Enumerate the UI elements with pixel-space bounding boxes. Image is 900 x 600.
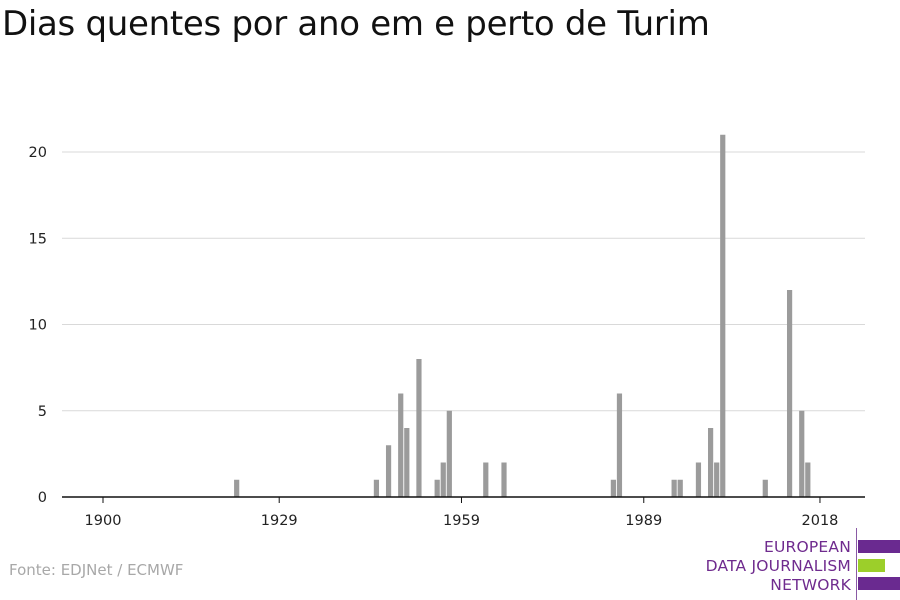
bar-1956 — [440, 462, 446, 497]
logo-line-data-journalism: DATA JOURNALISM — [705, 557, 851, 575]
bar-2009 — [762, 479, 768, 497]
x-tick-label-1959: 1959 — [443, 513, 480, 529]
bar-1949 — [398, 393, 404, 497]
logo-divider — [856, 528, 857, 600]
bar-1922 — [234, 479, 240, 497]
bar-1963 — [483, 462, 489, 497]
bar-1955 — [434, 479, 440, 497]
logo-purple-bar-bottom — [858, 577, 900, 590]
axes: 0 5 10 15 20 1900 1929 1959 1989 2018 — [29, 145, 865, 529]
logo-line-network: NETWORK — [770, 576, 851, 594]
x-tick-label-2018: 2018 — [802, 513, 839, 529]
x-tick-label-1900: 1900 — [85, 513, 122, 529]
bar-1985 — [616, 393, 623, 497]
bar-1950 — [404, 428, 410, 497]
logo-purple-bar-top — [858, 540, 900, 553]
source-label: Fonte: EDJNet / ECMWF — [9, 561, 184, 579]
logo-green-bar — [858, 559, 885, 572]
bar-1984 — [610, 479, 616, 497]
bars — [234, 134, 811, 497]
x-tick-label-1989: 1989 — [625, 513, 662, 529]
bar-1957 — [446, 410, 452, 497]
y-tick-label-10: 10 — [29, 318, 47, 334]
bar-1947 — [385, 445, 392, 497]
bar-2002 — [720, 134, 726, 497]
y-tick-label-5: 5 — [38, 404, 47, 420]
bar-2015 — [799, 410, 805, 497]
bar-1952 — [416, 359, 422, 497]
bar-1994 — [671, 479, 677, 497]
gridlines — [62, 151, 865, 412]
bar-1966 — [501, 462, 507, 497]
bar-2000 — [708, 428, 714, 497]
bar-2013 — [786, 290, 793, 497]
chart-title: Dias quentes por ano em e perto de Turim — [2, 4, 710, 44]
bar-1998 — [695, 462, 702, 497]
bar-1945 — [373, 479, 380, 497]
logo-line-european: EUROPEAN — [763, 538, 851, 556]
y-tick-label-0: 0 — [38, 490, 47, 506]
y-tick-label-15: 15 — [29, 231, 47, 247]
x-tick-label-1929: 1929 — [261, 513, 298, 529]
bar-1995 — [677, 479, 683, 497]
edjnet-logo[interactable]: EUROPEAN DATA JOURNALISM NETWORK — [700, 528, 900, 600]
bar-2001 — [714, 462, 720, 497]
bar-2016 — [805, 462, 811, 497]
y-tick-label-20: 20 — [29, 145, 47, 161]
